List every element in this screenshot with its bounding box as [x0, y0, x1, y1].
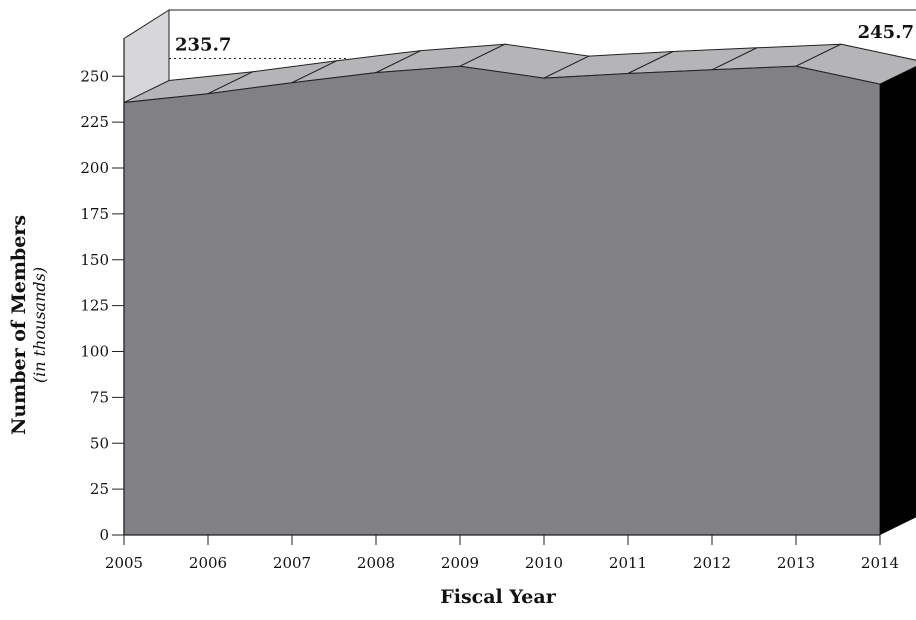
x-axis-title: Fiscal Year — [440, 586, 556, 608]
y-axis: 0 25 50 75 100 125 150 175 200 225 250 — [80, 67, 125, 544]
area-top-faces — [123, 43, 916, 103]
x-tick-label: 2011 — [609, 554, 647, 572]
x-tick-label: 2008 — [357, 554, 395, 572]
y-tick-label: 250 — [80, 67, 109, 85]
y-tick-label: 50 — [90, 434, 109, 452]
x-tick-label: 2010 — [525, 554, 563, 572]
x-tick-label: 2014 — [861, 554, 899, 572]
x-tick-label: 2009 — [441, 554, 479, 572]
y-tick-label: 225 — [80, 113, 109, 131]
area-side-face — [880, 66, 916, 535]
y-tick-label: 200 — [80, 159, 109, 177]
x-tick-label: 2005 — [105, 554, 143, 572]
y-tick-label: 175 — [80, 205, 109, 223]
y-axis-subtitle: (in thousands) — [30, 267, 49, 383]
value-label-last: 245.7 — [858, 22, 914, 43]
x-tick-label: 2007 — [273, 554, 311, 572]
y-tick-label: 25 — [90, 480, 109, 498]
x-tick-label: 2012 — [693, 554, 731, 572]
value-annotations: 235.7 245.7 — [169, 22, 914, 59]
x-axis: 2005 2006 2007 2008 2009 2010 2011 2012 2013 2014 — [105, 534, 899, 572]
y-axis-title: Number of Members — [8, 215, 30, 435]
y-tick-label: 75 — [90, 388, 109, 406]
y-tick-label: 100 — [80, 343, 109, 361]
area-front-face — [123, 65, 881, 536]
x-tick-label: 2013 — [777, 554, 815, 572]
value-label-first: 235.7 — [175, 34, 231, 55]
x-tick-label: 2006 — [189, 554, 227, 572]
y-tick-label: 125 — [80, 297, 109, 315]
y-tick-label: 0 — [99, 526, 109, 544]
y-tick-label: 150 — [80, 251, 109, 269]
